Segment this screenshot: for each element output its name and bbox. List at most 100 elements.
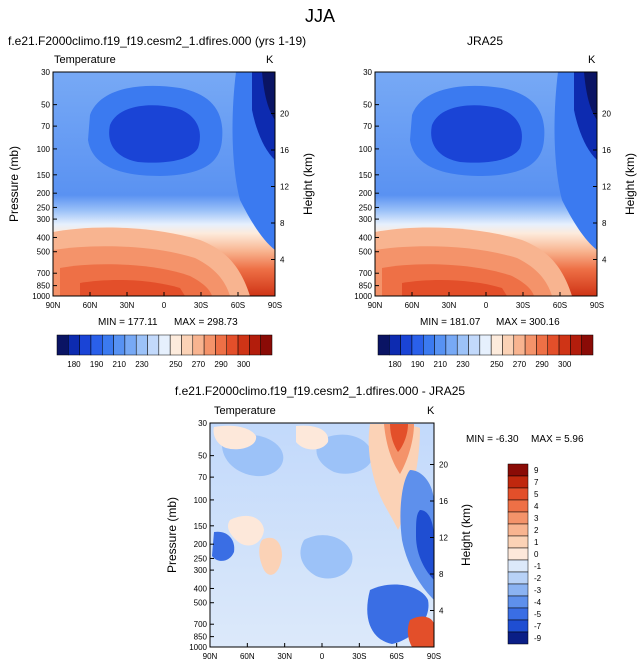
panel-difference-units: K — [427, 405, 435, 417]
colorbar-swatch — [56, 334, 69, 356]
colorbar-swatch — [203, 334, 216, 356]
contour-band-pos-2 — [296, 425, 329, 450]
colorbar-label: 190 — [90, 360, 104, 369]
y-right-tick-label: 20 — [280, 109, 289, 118]
colorbar-swatch — [507, 571, 529, 585]
y-tick-label: 850 — [194, 633, 208, 642]
panel-difference-ylabel: Pressure (mb) — [165, 497, 179, 573]
colorbar-swatch — [507, 595, 529, 609]
x-tick-label: 90N — [203, 652, 218, 661]
y-right-tick-label: 12 — [439, 533, 448, 542]
colorbar-swatch — [507, 583, 529, 597]
x-tick-label: 90S — [590, 301, 604, 310]
y-tick-label: 100 — [359, 145, 373, 154]
y-tick-label: 150 — [359, 171, 373, 180]
colorbar-swatch — [147, 334, 160, 356]
contour-band-surface-pos — [407, 616, 434, 647]
x-tick-label: 0 — [162, 301, 167, 310]
colorbar-swatch — [490, 334, 503, 356]
colorbar-swatch — [507, 463, 529, 477]
colorbar-swatch — [135, 334, 148, 356]
contour-band-cold-core — [109, 105, 200, 163]
x-tick-label: 30S — [194, 301, 208, 310]
panel-reanalysis-axis-ticks: 90N 60N 30N 0 30S 60S 90S 30 50 70 100 150 200 250 300… — [354, 68, 611, 310]
panel-model-variable: Temperature — [54, 54, 116, 66]
panel-difference-axis-ticks: 90N 60N 30N 0 30S 60S 90S 30 50 70 100 150 200 250 300… — [189, 419, 448, 661]
colorbar-label: 300 — [558, 360, 572, 369]
colorbar-swatch — [169, 334, 182, 356]
page-title: JJA — [305, 6, 335, 26]
x-tick-label: 30N — [442, 301, 457, 310]
colorbar-swatch — [79, 334, 92, 356]
contour-field-model — [52, 71, 276, 297]
x-tick-label: 90S — [427, 652, 441, 661]
x-tick-label: 30S — [516, 301, 530, 310]
colorbar-swatch — [113, 334, 126, 356]
colorbar-label: 2 — [534, 526, 539, 535]
y-tick-label: 1000 — [354, 292, 372, 301]
panel-model-min-label: MIN = 177.11 — [98, 317, 158, 328]
y-right-tick-label: 4 — [280, 255, 285, 264]
colorbar-swatch — [181, 334, 194, 356]
y-tick-label: 500 — [194, 599, 208, 608]
y-right-tick-label: 12 — [280, 182, 289, 191]
y-tick-label: 300 — [37, 215, 51, 224]
y-tick-label: 200 — [194, 540, 208, 549]
y-right-tick-label: 4 — [439, 606, 444, 615]
contour-band-pos-3 — [228, 515, 264, 546]
x-tick-label: 90S — [268, 301, 282, 310]
x-tick-label: 60S — [231, 301, 245, 310]
y-tick-label: 300 — [194, 566, 208, 575]
y-tick-label: 500 — [359, 248, 373, 257]
x-tick-label: 30N — [120, 301, 135, 310]
y-tick-label: 250 — [359, 203, 373, 212]
colorbar-swatch — [507, 631, 529, 645]
colorbar-swatch — [434, 334, 447, 356]
colorbar-swatch — [507, 511, 529, 525]
colorbar-label: 4 — [534, 502, 539, 511]
colorbar-swatch — [558, 334, 571, 356]
panel-reanalysis-title: JRA25 — [467, 34, 503, 48]
contour-band-warm-4 — [402, 280, 507, 296]
y-tick-label: 400 — [37, 233, 51, 242]
colorbar-label: 180 — [388, 360, 402, 369]
colorbar-label: 300 — [237, 360, 251, 369]
contour-field-reanalysis — [374, 71, 598, 297]
y-tick-label: 70 — [198, 473, 207, 482]
contour-band-south-pole-edge — [262, 72, 275, 120]
x-tick-label: 30N — [277, 652, 292, 661]
panel-reanalysis-min-label: MIN = 181.07 — [420, 317, 481, 328]
colorbar-swatch — [507, 499, 529, 513]
colorbar-label: -2 — [534, 574, 542, 583]
y-tick-label: 700 — [359, 269, 373, 278]
contour-band-warm-4 — [80, 280, 185, 296]
x-tick-label: 90N — [46, 301, 61, 310]
panel-model-title: f.e21.F2000climo.f19_f19.cesm2_1.dfires.… — [8, 34, 306, 48]
x-tick-label: 90N — [368, 301, 383, 310]
colorbar-swatch — [68, 334, 80, 356]
panel-model-max-label: MAX = 298.73 — [174, 317, 238, 328]
y-right-tick-label: 16 — [280, 146, 289, 155]
colorbar-swatch — [249, 334, 261, 356]
y-right-tick-label: 20 — [602, 109, 611, 118]
colorbar-swatch — [389, 334, 401, 356]
x-tick-label: 60N — [83, 301, 98, 310]
colorbar-label: 270 — [513, 360, 527, 369]
colorbar-label: 230 — [456, 360, 470, 369]
panel-reanalysis: JRA25 K Height (km) 90N 60N 30N 0 30S 60S 90S 3… — [354, 34, 637, 328]
colorbar-swatch — [468, 334, 481, 356]
colorbar-swatch — [581, 334, 594, 356]
colorbar-swatch — [524, 334, 537, 356]
y-tick-label: 100 — [37, 145, 51, 154]
y-tick-label: 1000 — [32, 292, 50, 301]
y-tick-label: 50 — [198, 452, 207, 461]
panel-reanalysis-max-label: MAX = 300.16 — [496, 317, 560, 328]
panel-difference-ylabel-right: Height (km) — [459, 504, 473, 566]
contour-band-pos-1 — [213, 425, 257, 450]
y-tick-label: 300 — [359, 215, 373, 224]
contour-band-neg-3 — [300, 535, 353, 579]
contour-band-neg-2 — [316, 434, 373, 474]
panel-difference-max-label: MAX = 5.96 — [531, 434, 584, 445]
x-tick-label: 60N — [240, 652, 255, 661]
colorbar-label: 250 — [490, 360, 504, 369]
